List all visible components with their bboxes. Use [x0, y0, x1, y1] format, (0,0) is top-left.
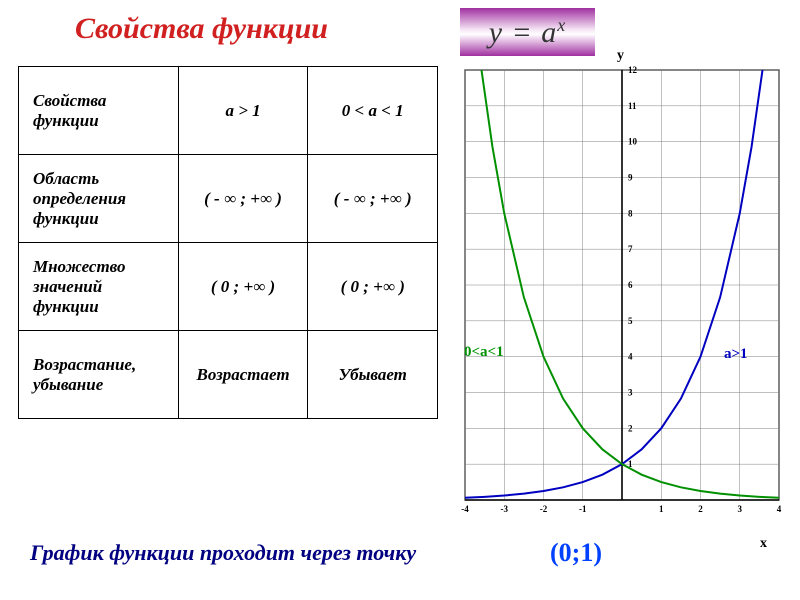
svg-text:5: 5 — [628, 316, 633, 326]
formula: y = ax — [489, 15, 567, 50]
x-axis-label: x — [760, 536, 767, 552]
table-row: Возрастание, убываниеВозрастаетУбывает — [19, 331, 438, 419]
svg-text:2: 2 — [698, 504, 703, 514]
svg-text:6: 6 — [628, 280, 633, 290]
svg-text:11: 11 — [628, 101, 637, 111]
cell-a-lt-1: 0 < a < 1 — [308, 67, 438, 155]
curve-label-increasing: a>1 — [724, 346, 748, 363]
caption: График функции проходит через точку — [30, 540, 416, 566]
svg-text:7: 7 — [628, 244, 633, 254]
svg-text:8: 8 — [628, 208, 633, 218]
intersection-point: (0;1) — [550, 538, 602, 568]
svg-text:3: 3 — [738, 504, 743, 514]
cell-a-gt-1: ( - ∞ ; +∞ ) — [178, 155, 308, 243]
exponential-chart: -4-3-2-11234123456789101112 — [455, 60, 785, 520]
formula-box: y = ax — [460, 8, 595, 56]
svg-text:12: 12 — [628, 65, 638, 75]
svg-text:9: 9 — [628, 173, 633, 183]
svg-text:-3: -3 — [501, 504, 509, 514]
page-title: Свойства функции — [75, 12, 328, 46]
cell-a-gt-1: ( 0 ; +∞ ) — [178, 243, 308, 331]
cell-a-gt-1: Возрастает — [178, 331, 308, 419]
table-row: Область определения функции( - ∞ ; +∞ )(… — [19, 155, 438, 243]
table-row: Свойства функцииa > 10 < a < 1 — [19, 67, 438, 155]
svg-text:3: 3 — [628, 388, 633, 398]
svg-text:2: 2 — [628, 423, 633, 433]
svg-text:10: 10 — [628, 137, 638, 147]
row-header: Область определения функции — [19, 155, 179, 243]
cell-a-lt-1: ( - ∞ ; +∞ ) — [308, 155, 438, 243]
curve-label-decreasing: 0<a<1 — [464, 344, 504, 361]
svg-text:-2: -2 — [540, 504, 548, 514]
row-header: Множество значений функции — [19, 243, 179, 331]
properties-table: Свойства функцииa > 10 < a < 1Область оп… — [18, 66, 438, 419]
y-axis-label: y — [617, 48, 624, 64]
svg-text:1: 1 — [659, 504, 664, 514]
row-header: Свойства функции — [19, 67, 179, 155]
svg-text:-4: -4 — [461, 504, 469, 514]
svg-text:4: 4 — [777, 504, 782, 514]
svg-text:-1: -1 — [579, 504, 587, 514]
cell-a-gt-1: a > 1 — [178, 67, 308, 155]
cell-a-lt-1: ( 0 ; +∞ ) — [308, 243, 438, 331]
svg-text:4: 4 — [628, 352, 633, 362]
cell-a-lt-1: Убывает — [308, 331, 438, 419]
table-row: Множество значений функции( 0 ; +∞ )( 0 … — [19, 243, 438, 331]
row-header: Возрастание, убывание — [19, 331, 179, 419]
